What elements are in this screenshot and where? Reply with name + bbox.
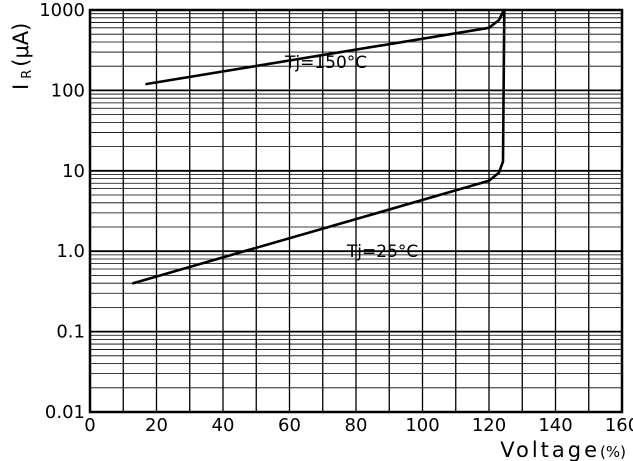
y-tick-labels: 0.01 0.1 1.0 10 100 1000 xyxy=(39,0,85,423)
x-axis-label-unit: (%) xyxy=(600,443,626,461)
x-tick-label: 40 xyxy=(212,415,235,436)
plot-frame xyxy=(88,8,624,414)
y-axis-label-subscript: R xyxy=(20,70,35,79)
y-tick-label: 1.0 xyxy=(56,241,85,262)
x-tick-label: 140 xyxy=(538,415,572,436)
x-tick-label: 0 xyxy=(84,415,95,436)
x-tick-label: 60 xyxy=(278,415,301,436)
y-tick-label: 0.01 xyxy=(45,402,85,423)
x-tick-label: 160 xyxy=(605,415,633,436)
x-tick-label: 100 xyxy=(405,415,439,436)
series-curve-2 xyxy=(131,8,506,285)
x-axis-label: Voltage(%) xyxy=(500,438,626,461)
y-tick-label: 100 xyxy=(51,80,85,101)
curve-annotation: Tj=25°C xyxy=(346,242,418,262)
y-tick-label: 0.1 xyxy=(56,322,85,343)
x-tick-label: 80 xyxy=(345,415,368,436)
y-axis-label: IR (μA) xyxy=(9,23,35,90)
x-tick-labels: 0 20 40 60 80 100 120 140 160 xyxy=(84,415,633,436)
x-tick-label: 120 xyxy=(472,415,506,436)
y-tick-label: 1000 xyxy=(39,0,85,21)
curve-annotations: Tj=150°C Tj=25°C xyxy=(284,53,418,262)
x-tick-label: 20 xyxy=(145,415,168,436)
y-tick-label: 10 xyxy=(62,161,85,182)
series-curve-1 xyxy=(145,8,506,86)
curves xyxy=(131,8,506,285)
x-axis-label-main: Voltage xyxy=(500,438,600,461)
curve-annotation: Tj=150°C xyxy=(284,53,367,73)
y-axis-label-main: I xyxy=(9,84,33,90)
y-axis-label-unit: (μA) xyxy=(9,23,33,67)
